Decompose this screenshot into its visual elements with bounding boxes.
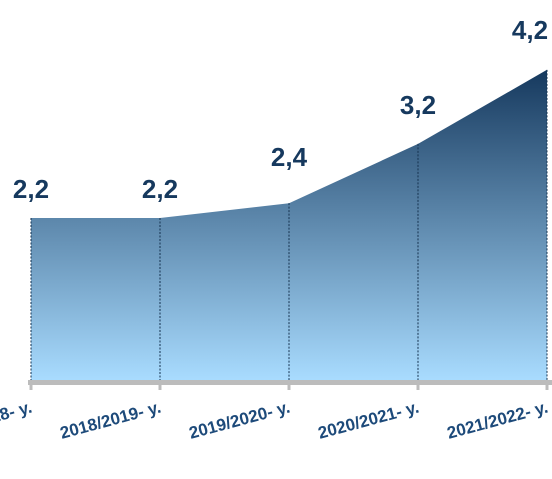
- data-label: 2,2: [142, 174, 178, 204]
- x-axis-tick: [287, 384, 291, 390]
- data-label: 3,2: [400, 90, 436, 120]
- drop-lines: [30, 69, 548, 381]
- category-label: 2019/2020- y.: [187, 398, 292, 443]
- x-axis-tick: [158, 384, 162, 390]
- x-axis-ticks: [29, 384, 549, 390]
- category-label: 2017/2018- y.: [0, 398, 34, 443]
- data-label: 4,2: [512, 15, 548, 45]
- category-label: 2018/2019- y.: [58, 398, 163, 443]
- category-label: 2020/2021- y.: [316, 398, 421, 443]
- x-axis-tick: [545, 384, 549, 390]
- data-labels: 2,2 2,2 2,4 3,2 4,2: [13, 15, 548, 204]
- x-axis-line: [28, 380, 552, 385]
- data-label: 2,2: [13, 174, 49, 204]
- category-label: 2021/2022- y.: [445, 398, 550, 443]
- category-labels: 2017/2018- y. 2018/2019- y. 2019/2020- y. 2…: [0, 398, 550, 443]
- x-axis-tick: [29, 384, 33, 390]
- x-axis-tick: [416, 384, 420, 390]
- data-label: 2,4: [271, 142, 308, 172]
